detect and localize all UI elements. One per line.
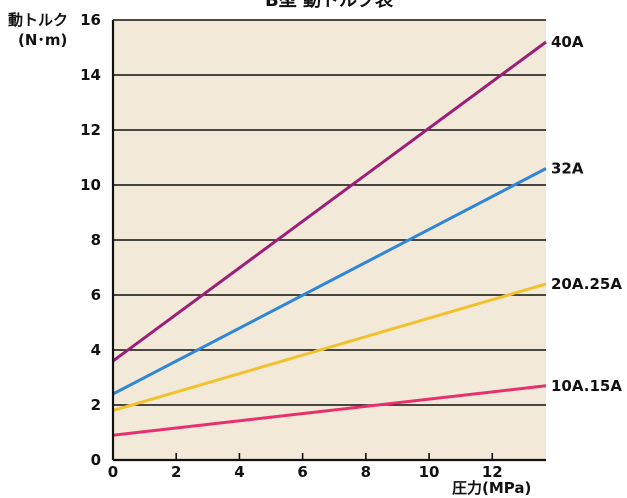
y-tick-label-2: 2 xyxy=(91,396,101,414)
y-ticks: 0 2 4 6 8 10 12 14 16 xyxy=(80,11,101,469)
x-tick-label-8: 8 xyxy=(361,463,371,481)
y-axis-label-line1: 動トルク xyxy=(8,11,68,29)
series-group xyxy=(112,40,547,437)
x-axis-label: 圧力(MPa) xyxy=(452,479,531,497)
series-label-0: 40A xyxy=(551,33,584,51)
y-tick-label-10: 10 xyxy=(80,176,101,194)
y-tick-label-6: 6 xyxy=(91,286,101,304)
axes xyxy=(111,20,546,462)
series-label-2: 20A.25A xyxy=(551,275,622,293)
y-tick-label-4: 4 xyxy=(91,341,101,359)
series-line-1 xyxy=(112,167,547,396)
grid xyxy=(113,19,546,406)
y-tick-label-8: 8 xyxy=(91,231,101,249)
y-axis-label-line2: (N･m) xyxy=(18,31,67,49)
chart-title: B型 動トルク表 xyxy=(265,0,394,11)
series-label-3: 10A.15A xyxy=(551,377,622,395)
y-tick-label-16: 16 xyxy=(80,11,101,29)
x-tick-label-12: 12 xyxy=(482,463,503,481)
series-line-3 xyxy=(112,384,547,437)
x-tick-label-6: 6 xyxy=(297,463,307,481)
x-tick-label-10: 10 xyxy=(419,463,440,481)
x-tick-label-0: 0 xyxy=(108,463,118,481)
y-tick-label-14: 14 xyxy=(80,66,101,84)
series-line-0 xyxy=(112,40,547,363)
series-label-1: 32A xyxy=(551,160,584,178)
x-ticks: 0 2 4 6 8 10 12 xyxy=(108,453,503,481)
y-tick-label-0: 0 xyxy=(91,451,101,469)
x-tick-label-2: 2 xyxy=(171,463,181,481)
series-line-2 xyxy=(112,282,547,412)
y-tick-label-12: 12 xyxy=(80,121,101,139)
x-tick-label-4: 4 xyxy=(234,463,244,481)
series-labels: 40A 32A 20A.25A 10A.15A xyxy=(551,33,622,395)
